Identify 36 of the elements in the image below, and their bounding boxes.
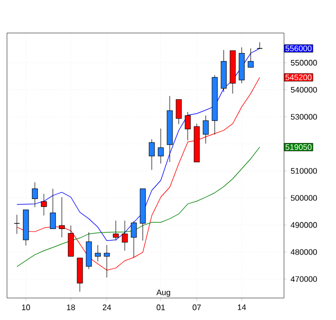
candlestick	[148, 139, 155, 170]
y-tick-label: 510000	[290, 168, 317, 174]
y-tick-label: 550000	[290, 60, 317, 66]
candlestick	[50, 188, 56, 230]
candlestick	[94, 244, 101, 262]
line-series	[16, 77, 260, 270]
annotation: Aug	[156, 290, 170, 297]
candlestick	[122, 220, 128, 251]
candlestick	[68, 225, 74, 257]
candlestick	[130, 220, 137, 258]
candlestick	[248, 48, 254, 68]
x-tick-label: 14	[238, 304, 246, 310]
candlestick	[104, 244, 110, 278]
x-tick-label: 18	[67, 304, 75, 310]
candlestick	[112, 220, 119, 241]
candlestick	[58, 196, 65, 238]
line-series	[16, 146, 260, 267]
text: 545200	[286, 74, 312, 80]
y-tick-label: 540000	[290, 86, 317, 93]
y-tick-label: 500000	[290, 195, 317, 201]
candlestick	[32, 182, 38, 208]
y-tick-label: 490000	[290, 222, 317, 228]
x-tick-label: 07	[192, 304, 201, 310]
candlestick	[158, 128, 164, 164]
text: 519050	[286, 144, 312, 150]
text: 556000	[286, 46, 312, 52]
y-tick-label: 470000	[290, 276, 317, 282]
y-tick-label: 530000	[290, 114, 317, 120]
candlestick	[176, 99, 182, 124]
y-tick-label: 480000	[290, 249, 317, 255]
candlestick	[40, 194, 47, 216]
candlestick	[184, 112, 191, 141]
candlestick	[202, 115, 209, 144]
x-tick-label: 01	[156, 304, 165, 310]
x-tick-label: 24	[102, 304, 112, 310]
x-tick-label: 10	[22, 304, 30, 310]
